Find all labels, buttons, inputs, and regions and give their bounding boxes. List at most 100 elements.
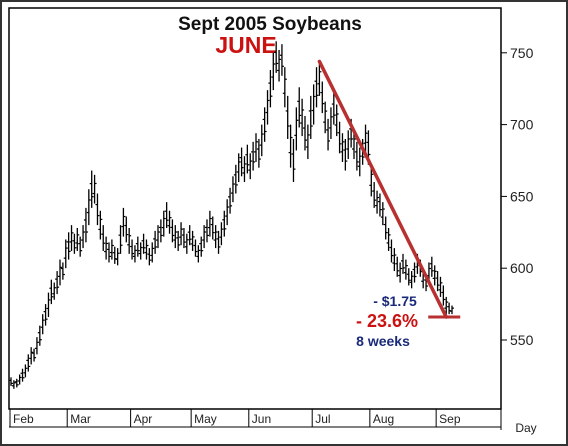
price-bar — [138, 242, 143, 260]
price-bar — [326, 118, 331, 151]
price-bar — [432, 265, 437, 286]
price-bar — [170, 219, 175, 243]
price-bar — [248, 153, 253, 180]
price-bar — [337, 121, 342, 154]
price-bar — [363, 124, 368, 154]
price-bar — [153, 230, 158, 254]
price-bar — [435, 271, 440, 292]
y-tick-label: 750 — [510, 45, 534, 61]
price-bar — [256, 138, 261, 168]
price-bar — [222, 210, 227, 237]
price-bar — [340, 133, 345, 162]
price-bar — [331, 93, 336, 125]
price-bar — [60, 262, 65, 280]
price-bar — [305, 124, 310, 160]
price-bar — [288, 124, 293, 168]
y-axis-ticks: 550 600 650 700 750 — [501, 45, 534, 348]
x-tick-label: Aug — [373, 412, 394, 426]
price-bar — [43, 304, 48, 326]
x-tick-label: Mar — [70, 412, 91, 426]
x-tick-label: Sep — [439, 412, 461, 426]
price-bar — [118, 225, 123, 254]
x-unit-label: Day — [515, 421, 536, 435]
price-bar — [450, 305, 454, 315]
price-bar — [104, 236, 109, 260]
price-bar — [395, 256, 400, 277]
price-bar — [86, 189, 91, 226]
price-bar — [213, 225, 218, 249]
price-bar — [317, 61, 322, 96]
price-bar — [412, 262, 417, 283]
price-bar — [78, 236, 83, 257]
price-bar — [161, 210, 166, 237]
price-bar — [216, 230, 221, 254]
price-bar — [17, 374, 22, 385]
price-bar — [406, 268, 411, 286]
price-bar — [52, 282, 57, 300]
price-bar — [34, 337, 39, 355]
x-axis-ticks: Feb Mar Apr May Jun Jul Aug Sep — [9, 409, 461, 427]
price-bar — [46, 292, 51, 318]
price-bar — [386, 227, 391, 251]
price-bar — [124, 216, 129, 243]
price-bar — [109, 239, 114, 260]
price-bar — [127, 227, 132, 254]
price-bar — [334, 104, 339, 137]
price-bar — [37, 325, 42, 346]
price-bar — [89, 170, 94, 208]
price-bar — [32, 348, 37, 362]
price-bar — [196, 245, 201, 263]
price-bar — [63, 239, 68, 269]
price-bar — [156, 225, 160, 249]
price-bar — [9, 377, 13, 386]
price-bar — [176, 230, 181, 251]
price-bar — [383, 216, 388, 240]
price-bar — [11, 380, 16, 389]
price-bar — [377, 193, 382, 217]
price-bar — [130, 239, 135, 260]
price-bar — [343, 138, 348, 171]
drop-percent-label: - 23.6% — [356, 311, 418, 331]
price-bar — [300, 98, 305, 137]
price-bar — [268, 70, 273, 108]
price-bar — [254, 133, 258, 162]
price-bar — [242, 156, 247, 183]
price-bar — [115, 248, 120, 266]
price-bar — [274, 41, 279, 73]
price-bar — [271, 52, 276, 91]
price-bar — [40, 314, 45, 335]
price-bar — [81, 225, 86, 249]
price-bar — [187, 225, 192, 246]
price-bar — [219, 222, 224, 246]
price-bar — [23, 364, 28, 378]
trendline — [317, 59, 448, 319]
price-bar — [230, 176, 235, 203]
price-bar — [297, 87, 302, 128]
price-bar — [228, 187, 233, 214]
price-bar — [251, 141, 256, 171]
y-tick-label: 700 — [510, 117, 534, 133]
price-bar — [98, 210, 103, 240]
price-bar — [55, 271, 60, 295]
price-bar — [369, 164, 374, 197]
x-tick-label: May — [194, 412, 217, 426]
price-bar — [150, 242, 155, 263]
price-bar — [92, 174, 97, 204]
price-bar — [279, 44, 284, 76]
price-bar — [205, 219, 209, 243]
price-bar — [392, 248, 397, 272]
x-tick-label: Jun — [252, 412, 271, 426]
price-bar — [291, 138, 296, 183]
price-bar — [101, 225, 106, 251]
price-bar — [199, 236, 204, 257]
price-bar — [135, 236, 140, 257]
price-bar — [58, 259, 62, 286]
y-tick-label: 600 — [510, 260, 534, 276]
price-bar — [158, 219, 163, 243]
price-bar — [346, 130, 351, 160]
plot-area — [8, 7, 502, 410]
price-bar — [72, 233, 77, 254]
price-bar — [132, 245, 137, 263]
price-bars — [9, 41, 454, 389]
price-bar — [294, 107, 299, 151]
